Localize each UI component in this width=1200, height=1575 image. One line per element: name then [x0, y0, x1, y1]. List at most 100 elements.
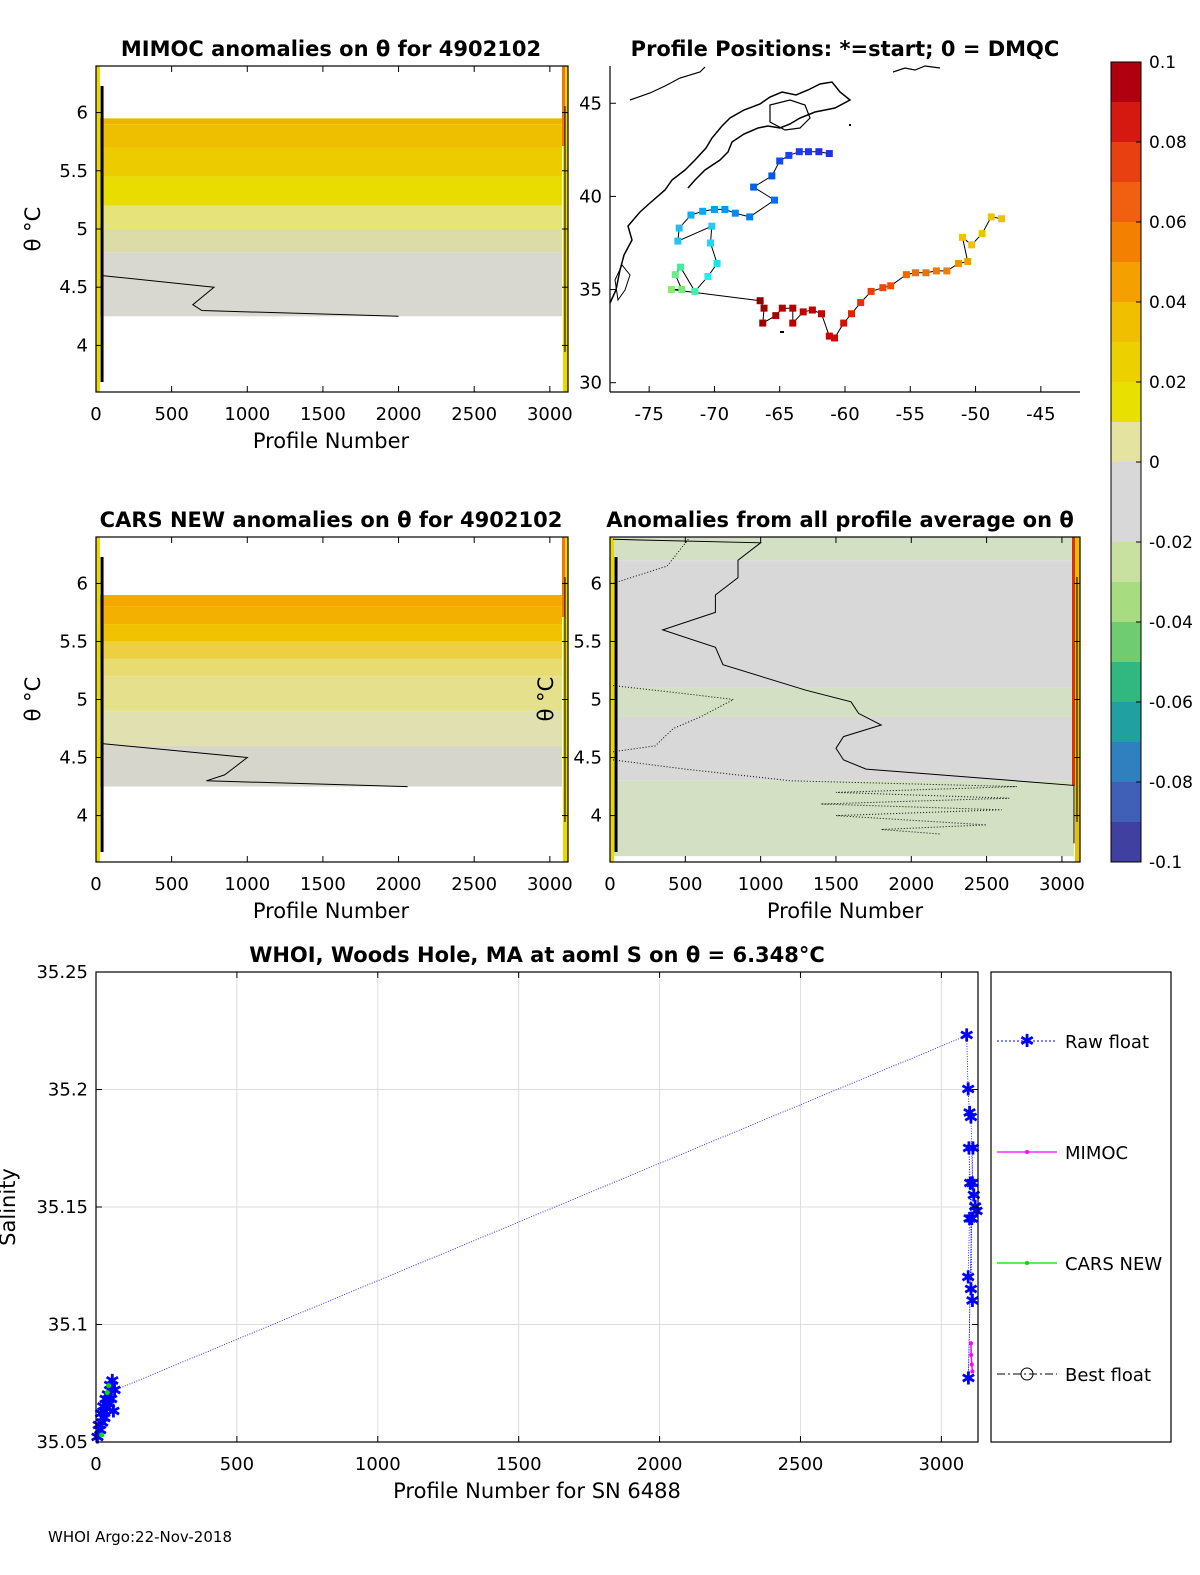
profile-position-marker: [799, 308, 807, 316]
cars-anomaly-band: [99, 658, 562, 677]
raw-float-point: ✱: [961, 1080, 976, 1101]
cars-xtick-label: 3000: [527, 874, 573, 895]
mimoc-anomaly-band: [99, 147, 562, 177]
salinity-xlabel: Profile Number for SN 6488: [393, 1479, 681, 1503]
mimoc-zero-contour: [102, 275, 399, 317]
colorbar-segment: [1111, 822, 1141, 863]
cars-ytick-label: 6: [77, 573, 88, 594]
salinity-title: WHOI, Woods Hole, MA at aoml S on θ = 6.…: [249, 943, 825, 967]
profile-position-marker: [731, 209, 739, 217]
cars-anomaly-band: [99, 711, 562, 746]
mimoc-xlabel: Profile Number: [253, 429, 410, 453]
profile-position-marker: [760, 304, 768, 312]
profile-position-marker: [922, 269, 930, 277]
profile-position-marker: [771, 196, 778, 204]
cars-xtick-label: 1000: [224, 874, 270, 895]
profile-position-marker: [978, 230, 986, 238]
mimoc-anomaly-band: [99, 252, 562, 317]
mimoc-anomaly-band: [99, 118, 562, 125]
salinity-panel: ✱✱✱✱✱✱✱✱✱✱✱✱✱✱✱✱✱✱✱✱✱✱✱✱✱✱✱✱✱✱✱✱✱ 050010…: [0, 943, 984, 1503]
profile-position-marker: [825, 150, 833, 158]
cars-xtick-label: 2500: [451, 874, 497, 895]
raw-float-point: ✱: [100, 1385, 115, 1406]
mimoc-edge-strip-orange: [562, 66, 565, 146]
profile-position-marker: [968, 241, 976, 249]
allavg-xtick-label: 500: [668, 874, 702, 895]
mimoc-point: [969, 1362, 974, 1367]
cars-ytick-label: 4: [77, 806, 88, 827]
profile-position-marker: [675, 224, 683, 232]
cars-xtick-label: 1500: [300, 874, 346, 895]
colorbar-segment: [1111, 542, 1141, 583]
allavg-anomaly-band: [613, 687, 1074, 717]
profile-position-marker: [804, 148, 812, 156]
profile-position-marker: [808, 306, 816, 314]
profile-position-marker: [795, 148, 803, 156]
profile-position-marker: [759, 319, 767, 327]
allavg-xtick-label: 2000: [888, 874, 934, 895]
raw-float-point: ✱: [963, 1108, 978, 1129]
raw-float-point: ✱: [106, 1401, 121, 1422]
profile-position-marker: [691, 287, 699, 295]
mimoc-point: [969, 1353, 974, 1358]
legend-raw-float-label: Raw float: [1065, 1032, 1149, 1053]
colorbar-tick-label: -0.08: [1149, 773, 1193, 793]
colorbar-segment: [1111, 662, 1141, 703]
colorbar-segment: [1111, 462, 1141, 503]
profile-position-marker: [987, 213, 995, 221]
allavg-anomaly-band: [613, 780, 1074, 857]
legend: ✱ Raw float MIMOC CARS NEW Best float: [990, 971, 1172, 1443]
allavg-xlabel: Profile Number: [767, 899, 924, 923]
raw-float-point: ✱: [959, 1025, 974, 1046]
mimoc-anomaly-band: [99, 229, 562, 253]
raw-float-point: ✱: [965, 1174, 980, 1195]
profile-position-marker: [857, 299, 865, 307]
colorbar-tick-label: 0.08: [1149, 133, 1187, 153]
cars-anomaly-band: [99, 641, 562, 659]
footer-text: WHOI Argo:22-Nov-2018: [48, 1528, 232, 1546]
profile-position-marker: [708, 222, 716, 230]
profile-position-marker: [955, 259, 963, 267]
allavg-anomaly-band: [613, 716, 1074, 781]
cars-zero-contour: [102, 743, 408, 788]
allavg-xtick-label: 1500: [813, 874, 859, 895]
positions-ytick-label: 40: [579, 186, 602, 207]
colorbar-tick-label: -0.04: [1149, 613, 1193, 633]
coastline: [609, 65, 941, 333]
colorbar-segment: [1111, 302, 1141, 343]
positions-xtick-label: -55: [896, 404, 925, 425]
raw-float-point: ✱: [98, 1390, 113, 1411]
colorbar-segment: [1111, 622, 1141, 663]
mimoc-xtick-label: 500: [154, 404, 188, 425]
allavg-xtick-label: 3000: [1039, 874, 1085, 895]
cars-anomaly-band: [99, 745, 562, 787]
positions-title: Profile Positions: *=start; 0 = DMQC: [631, 37, 1060, 61]
profile-position-marker: [815, 148, 823, 156]
raw-float-point: ✱: [961, 1138, 976, 1159]
allavg-anomaly-band: [613, 560, 1074, 688]
allavg-ytick-label: 5.5: [573, 631, 602, 652]
profile-position-marker: [707, 239, 715, 247]
cars-new-point: [99, 1432, 105, 1438]
profile-position-marker: [721, 205, 729, 213]
profile-position-marker: [678, 286, 686, 294]
allavg-anomaly-band: [613, 537, 1074, 561]
profile-position-marker: [818, 310, 825, 318]
cars-new-point: [106, 1383, 112, 1389]
colorbar: 0.1 0.08 0.06 0.04 0.02 0 -0.02 -0.04 -0.06 -0.08…: [1110, 53, 1193, 873]
cars-new-point: [104, 1390, 110, 1396]
cars-panel: 0 500 1000 1500 2000 2500 3000 4 4.5 5 5.5 6 CARS N…: [21, 508, 573, 923]
colorbar-segment: [1111, 782, 1141, 823]
cars-xtick-label: 500: [154, 874, 188, 895]
raw-float-point: ✱: [97, 1409, 112, 1430]
profile-position-marker: [772, 312, 780, 320]
mimoc-title: MIMOC anomalies on θ for 4902102: [121, 37, 541, 61]
mimoc-xtick-label: 2500: [451, 404, 497, 425]
raw-float-point: ✱: [965, 1138, 980, 1159]
salinity-xtick-label: 1500: [496, 1454, 542, 1475]
allavg-edge-strip-red: [1072, 537, 1075, 786]
raw-float-point: ✱: [95, 1413, 110, 1434]
profile-position-marker: [912, 269, 919, 277]
profile-position-marker: [789, 319, 797, 327]
profile-position-marker: [756, 297, 764, 305]
